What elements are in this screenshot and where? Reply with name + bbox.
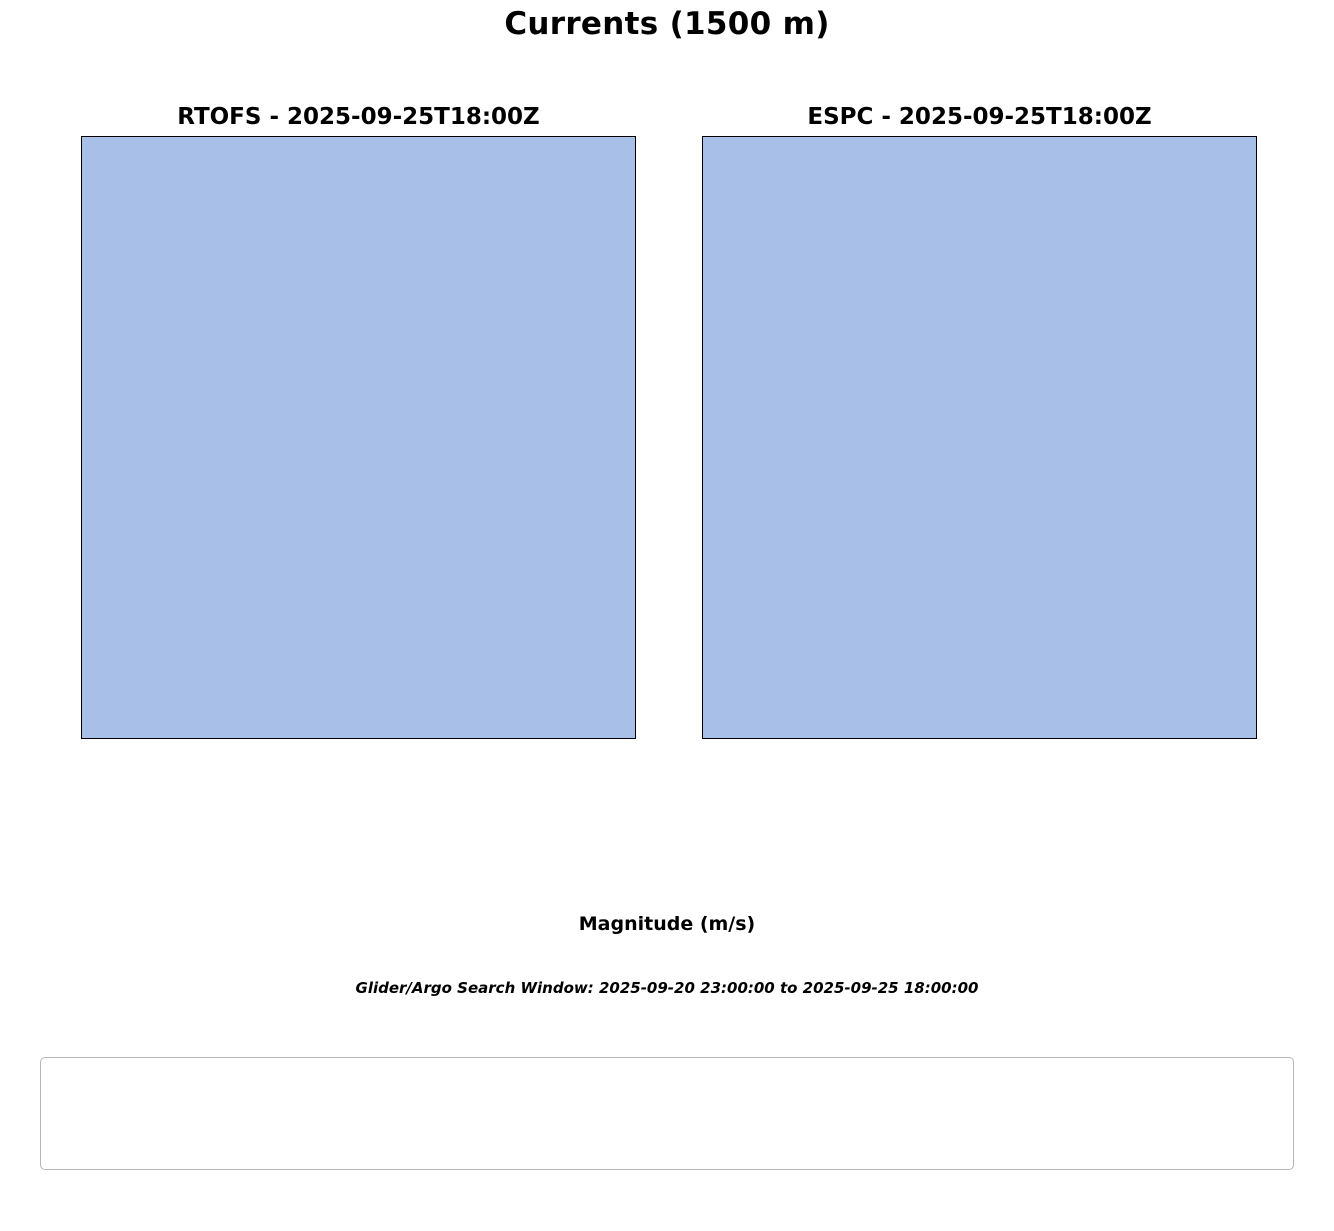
map-canvas-espc[interactable] <box>702 136 1257 739</box>
search-window-caption: Glider/Argo Search Window: 2025-09-20 23… <box>355 979 979 997</box>
figure-title: Currents (1500 m) <box>504 6 830 42</box>
panel-title-espc: ESPC - 2025-09-25T18:00Z <box>807 104 1152 130</box>
map-panel-espc: ESPC - 2025-09-25T18:00Z <box>702 104 1257 739</box>
colorbar <box>68 857 1271 885</box>
map-panel-rtofs: RTOFS - 2025-09-25T18:00Z <box>81 104 636 739</box>
panel-title-rtofs: RTOFS - 2025-09-25T18:00Z <box>177 104 540 130</box>
map-canvas-rtofs[interactable] <box>81 136 636 739</box>
colorbar-label: Magnitude (m/s) <box>578 913 756 935</box>
legend <box>40 1057 1294 1170</box>
